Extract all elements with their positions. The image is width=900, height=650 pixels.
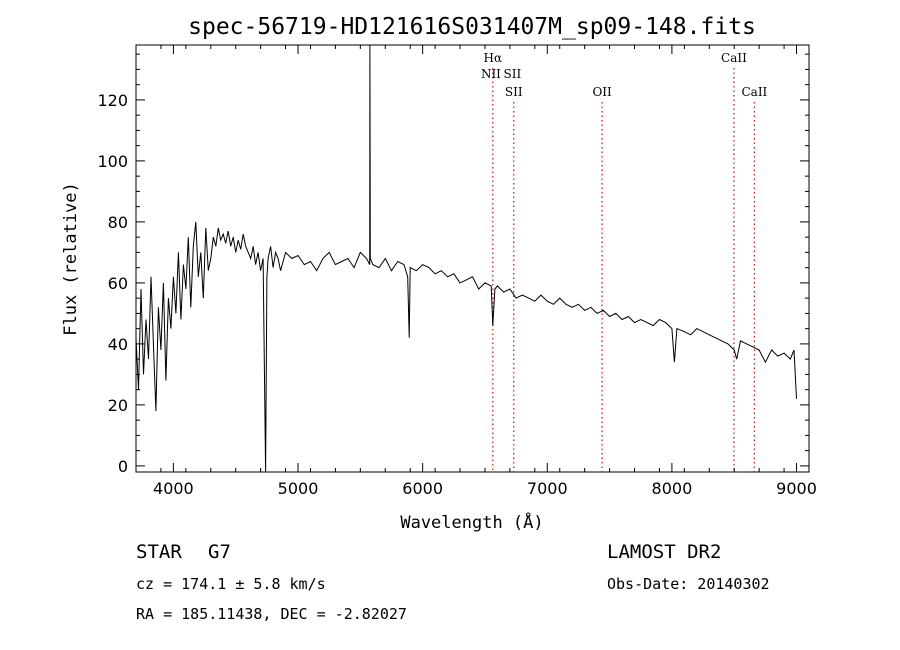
line-id-label: NII bbox=[481, 67, 501, 81]
x-tick-label: 5000 bbox=[278, 479, 319, 498]
x-tick-label: 4000 bbox=[153, 479, 194, 498]
x-tick-label: 8000 bbox=[652, 479, 693, 498]
x-axis-label: Wavelength (Å) bbox=[400, 511, 543, 533]
line-id-label: OII bbox=[592, 85, 612, 99]
y-tick-label: 120 bbox=[97, 91, 128, 110]
line-id-label: SII bbox=[504, 67, 522, 81]
y-axis-label: Flux (relative) bbox=[61, 182, 81, 336]
spectrum-series bbox=[135, 44, 797, 473]
chart-title: spec-56719-HD121616S031407M_sp09-148.fit… bbox=[188, 14, 756, 40]
object-subclass: G7 bbox=[208, 541, 231, 563]
redshift-cz: cz = 174.1 ± 5.8 km/s bbox=[136, 575, 326, 593]
x-tick-label: 9000 bbox=[776, 479, 817, 498]
y-tick-label: 60 bbox=[108, 274, 128, 293]
x-axis-ticks: 4000 5000 6000 7000 8000 9000 bbox=[135, 45, 817, 498]
line-id-label: CaII bbox=[741, 85, 767, 99]
object-class: STAR bbox=[136, 541, 182, 563]
y-tick-label: 0 bbox=[118, 457, 128, 476]
sky-coordinates: RA = 185.11438, DEC = -2.82027 bbox=[136, 605, 407, 623]
y-tick-label: 40 bbox=[108, 335, 128, 354]
spectrum-line bbox=[135, 44, 797, 473]
line-id-label: SII bbox=[505, 85, 523, 99]
info-panel: STAR G7 LAMOST DR2 cz = 174.1 ± 5.8 km/s… bbox=[136, 541, 770, 623]
y-axis-ticks: 0 20 40 60 80 100 120 bbox=[97, 53, 809, 476]
survey-name: LAMOST DR2 bbox=[607, 541, 721, 563]
x-tick-label: 7000 bbox=[527, 479, 568, 498]
y-tick-label: 100 bbox=[97, 152, 128, 171]
plot-frame bbox=[135, 44, 810, 473]
x-tick-label: 6000 bbox=[402, 479, 443, 498]
y-tick-label: 20 bbox=[108, 396, 128, 415]
observation-date: Obs-Date: 20140302 bbox=[607, 575, 770, 593]
line-id-label: CaII bbox=[721, 51, 747, 65]
line-id-label: Hα bbox=[484, 51, 503, 65]
y-tick-label: 80 bbox=[108, 213, 128, 232]
